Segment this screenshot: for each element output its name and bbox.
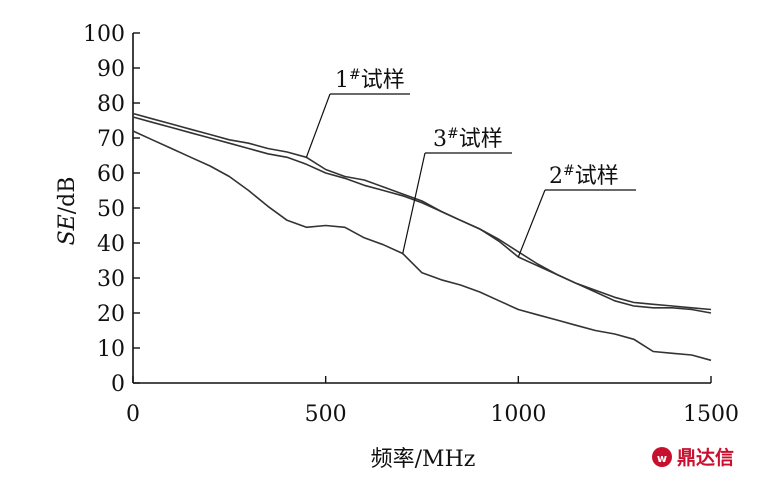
- y-tick-label: 70: [97, 127, 125, 152]
- y-tick-label: 100: [83, 22, 125, 47]
- x-tick-label: 1500: [683, 402, 739, 427]
- brand-logo: w 鼎达信: [652, 446, 734, 469]
- series-label: 3#试样: [433, 126, 503, 152]
- series-line-3: [132, 130, 712, 362]
- label-leader-line: [402, 152, 426, 254]
- y-tick-label: 0: [111, 372, 125, 397]
- series-lines: [132, 112, 712, 362]
- y-tick-label: 20: [97, 302, 125, 327]
- label-leader-line: [305, 93, 331, 158]
- series-line-1: [132, 112, 712, 314]
- y-tick-label: 10: [97, 337, 125, 362]
- x-axis-title: 频率/MHz: [371, 447, 476, 472]
- series-label: 1#试样: [335, 67, 405, 93]
- x-tick-label: 0: [126, 402, 140, 427]
- y-tick-label: 50: [97, 197, 125, 222]
- y-tick-label: 30: [97, 267, 125, 292]
- series-labels: 1#试样 3#试样 2#试样: [305, 67, 636, 258]
- series-line-2: [132, 116, 712, 311]
- x-tick-label: 1000: [490, 402, 546, 427]
- logo-mark-icon: [652, 447, 672, 467]
- label-leader-line: [517, 189, 546, 258]
- y-tick-label: 60: [97, 162, 125, 187]
- y-tick-label: 40: [97, 232, 125, 257]
- logo-text: 鼎达信: [677, 446, 734, 469]
- series-label: 2#试样: [549, 163, 619, 189]
- y-tick-label: 80: [97, 92, 125, 117]
- y-tick-label: 90: [97, 57, 125, 82]
- logo-mark-glyph: w: [657, 452, 667, 465]
- x-tick-label: 500: [305, 402, 347, 427]
- y-axis-title: SE/dB: [55, 177, 80, 246]
- axes: [132, 32, 712, 384]
